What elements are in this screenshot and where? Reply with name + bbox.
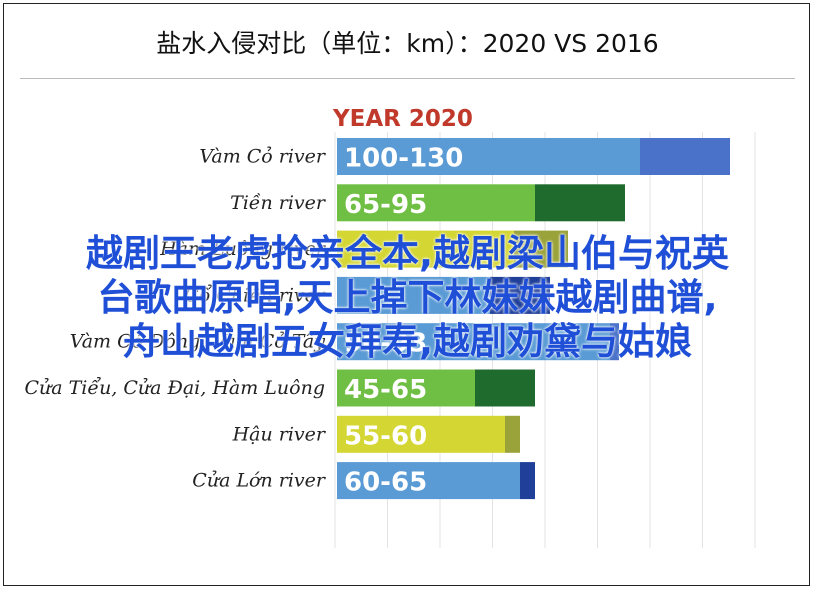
bar-low-segment bbox=[337, 415, 505, 453]
category-label: Vàm Cỏ river bbox=[199, 146, 327, 168]
bar-low-segment bbox=[337, 138, 640, 175]
bar-range-segment bbox=[514, 230, 568, 268]
overlay-line-2: 台歌曲原唱,天上掉下林妹妹越剧曲谱, bbox=[97, 276, 718, 319]
title-divider bbox=[20, 78, 795, 79]
page-title: 盐水入侵对比（单位：km）：2020 VS 2016 bbox=[156, 29, 659, 58]
bar-low-segment bbox=[337, 462, 520, 500]
bar-low-segment bbox=[337, 276, 490, 314]
bar-low-segment bbox=[337, 323, 610, 361]
bar-low-segment bbox=[337, 184, 535, 222]
range-label: 60-65 bbox=[344, 468, 427, 498]
range-label: 55-60 bbox=[344, 421, 427, 451]
category-label: Tiền river bbox=[230, 192, 327, 214]
year-label: YEAR 2020 bbox=[332, 106, 473, 132]
range-label: 45-65 bbox=[344, 375, 427, 405]
category-label: Hàm Luông river bbox=[159, 238, 327, 260]
bar-low-segment bbox=[337, 369, 475, 407]
bar-range-segment bbox=[610, 323, 619, 361]
bar-range-segment bbox=[640, 138, 730, 175]
bar-low-segment bbox=[337, 230, 514, 268]
category-label: Hậu river bbox=[232, 423, 327, 445]
bar-range-segment bbox=[535, 184, 625, 222]
category-label: Cửa Tiểu, Cửa Đại, Hàm Luông bbox=[24, 377, 325, 399]
category-label: Cửa Lớn river bbox=[192, 470, 327, 492]
overlay-line-1: 越剧王老虎抢亲全本,越剧梁山伯与祝英 bbox=[85, 232, 730, 275]
range-label: 90-93 bbox=[344, 329, 427, 359]
category-label: Vàm Cỏ Đông, Vàm Cỏ Tây bbox=[70, 331, 326, 353]
category-label: Cổ Chiên river bbox=[184, 284, 327, 306]
range-label: 65-95 bbox=[344, 190, 427, 220]
bar-range-segment bbox=[505, 415, 520, 453]
range-label: 100-130 bbox=[344, 144, 463, 174]
bar-rows: Vàm Cỏ river 100-130 Tiền river 65-95 Hàm Lu… bbox=[24, 138, 730, 500]
bar-range-segment bbox=[475, 369, 535, 407]
bar-range-segment bbox=[520, 462, 535, 500]
bar-range-segment bbox=[490, 276, 550, 314]
overlay-text: 越剧王老虎抢亲全本,越剧梁山伯与祝英 台歌曲原唱,天上掉下林妹妹越剧曲谱, 舟山… bbox=[0, 232, 815, 364]
overlay-line-3: 舟山越剧五女拜寿,越剧劝黛与姑娘 bbox=[122, 320, 693, 363]
